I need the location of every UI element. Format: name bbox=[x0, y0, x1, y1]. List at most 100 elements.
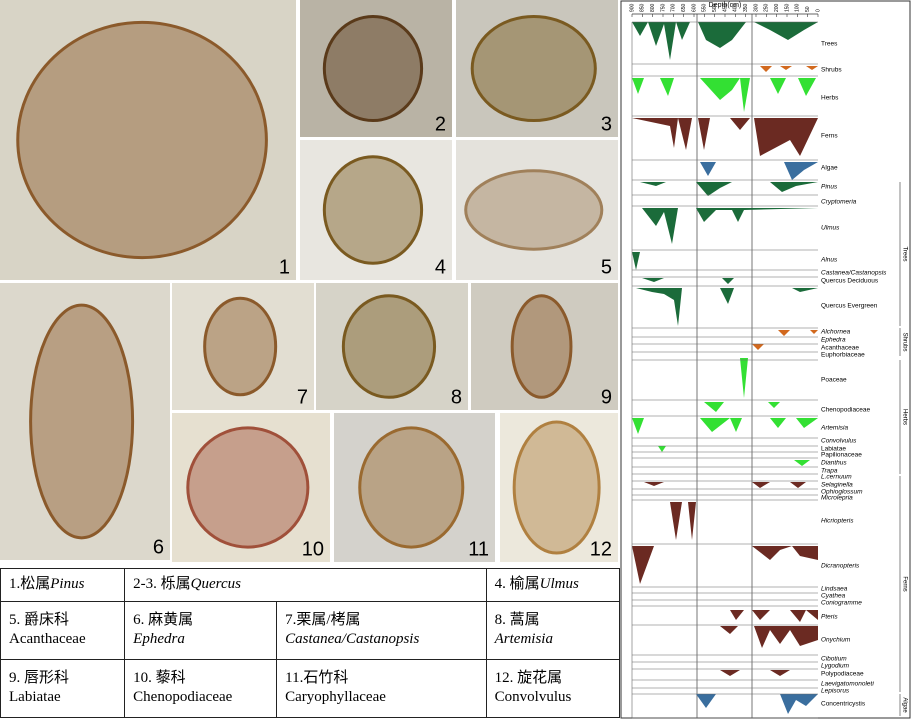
panel-number: 9 bbox=[601, 386, 612, 408]
panel-number: 7 bbox=[297, 386, 308, 408]
taxon-label: Microlepria bbox=[821, 495, 853, 502]
taxon-label: Ophioglossum bbox=[821, 489, 863, 496]
depth-tick-label: 600 bbox=[691, 3, 697, 12]
group-label: Algae bbox=[901, 697, 907, 713]
depth-tick-label: 500 bbox=[712, 3, 718, 12]
depth-tick-label: 850 bbox=[640, 3, 646, 12]
panel-number: 3 bbox=[601, 113, 612, 135]
taxon-label: Poaceae bbox=[821, 377, 847, 384]
cell-chinese: 7.栗属/栲属 bbox=[285, 612, 361, 629]
depth-tick-label: 300 bbox=[753, 3, 759, 12]
table-cell: 4. 榆属Ulmus bbox=[485, 568, 621, 602]
taxon-label: Cibotium bbox=[821, 656, 847, 663]
taxon-label: Lygodium bbox=[821, 663, 850, 670]
table-cell: 5. 爵床科 Acanthaceae bbox=[0, 600, 126, 660]
pollen-grain bbox=[510, 294, 573, 399]
taxon-label: Papilionaceae bbox=[821, 452, 862, 459]
cell-chinese: 4. 榆属 bbox=[494, 576, 540, 593]
taxon-label: Acanthaceae bbox=[821, 345, 859, 352]
micrographs: 12 34 567 8 910 11 12 bbox=[0, 0, 618, 562]
taxon-label: Lepisorus bbox=[821, 688, 850, 695]
cell-latin: Pinus bbox=[50, 576, 85, 593]
pollen-grain bbox=[29, 303, 135, 540]
pollen-diagram: Depth(cm)900 850 800 750 700 650 600 550 500 450 4… bbox=[620, 0, 911, 719]
depth-tick-label: 750 bbox=[660, 3, 666, 12]
taxon-label: Cryptomeria bbox=[821, 199, 857, 206]
taxon-label: Pteris bbox=[821, 614, 838, 621]
panel-number: 8 bbox=[451, 386, 462, 408]
taxon-label: Shrubs bbox=[821, 67, 842, 74]
depth-tick-label: 550 bbox=[702, 3, 708, 12]
depth-tick-label: 200 bbox=[774, 3, 780, 12]
depth-tick-label: 900 bbox=[629, 3, 635, 12]
taxon-label: Euphorbiaceae bbox=[821, 352, 865, 359]
panel-number: 11 bbox=[468, 538, 489, 560]
table-row: 9. 唇形科 Labiatae 10. 藜科 Chenopodiaceae 11.石竹科… bbox=[0, 658, 621, 719]
taxon-label: Onychium bbox=[821, 637, 851, 644]
taxon-label: Laevigatomonoleti bbox=[821, 681, 874, 688]
silhouettes bbox=[632, 22, 818, 714]
pollen-grain bbox=[322, 14, 424, 123]
axis-label: Depth(cm) bbox=[709, 2, 742, 9]
taxon-label: Ephedra bbox=[821, 337, 846, 344]
cell-latin: Quercus bbox=[190, 576, 241, 593]
table-cell: 1.松属Pinus bbox=[0, 568, 126, 602]
table-cell: 2-3. 栎属Quercus bbox=[124, 568, 487, 602]
pollen-grain bbox=[470, 14, 597, 123]
group-label: Shrubs bbox=[901, 332, 907, 351]
micrograph bbox=[172, 413, 330, 562]
panel-number: 1 bbox=[279, 256, 290, 278]
micrograph bbox=[0, 283, 170, 560]
panel-number: 12 bbox=[590, 538, 612, 560]
cell-chinese: 1.松属 bbox=[9, 576, 51, 593]
panel-number: 10 bbox=[302, 538, 324, 560]
taxon-label: Ferns bbox=[821, 133, 838, 140]
taxon-label: Pinus bbox=[821, 184, 838, 191]
micrograph bbox=[316, 283, 468, 410]
table-cell: 11.石竹科 Caryophyllaceae bbox=[276, 658, 487, 719]
table-cell: 8. 蒿属 Artemisia bbox=[485, 600, 621, 660]
micrograph bbox=[172, 283, 314, 410]
cell-chinese: 5. 爵床科 bbox=[9, 612, 70, 629]
depth-tick-label: 100 bbox=[795, 3, 801, 12]
group-label: Trees bbox=[901, 246, 907, 261]
taxon-label: Labiatae bbox=[821, 446, 846, 453]
pollen-grain bbox=[341, 294, 437, 399]
pollen-grain bbox=[358, 426, 465, 549]
group-label: Ferns bbox=[901, 576, 907, 591]
table-cell: 12. 旋花属 Convolvulus bbox=[485, 658, 621, 719]
caption-table: 1.松属Pinus 2-3. 栎属Quercus 4. 榆属Ulmus 5. 爵床科 A… bbox=[0, 568, 621, 719]
cell-latin: Acanthaceae bbox=[9, 631, 86, 648]
panel-number: 4 bbox=[435, 256, 446, 278]
taxon-label: Trees bbox=[821, 41, 838, 48]
cell-latin: Labiatae bbox=[9, 689, 61, 706]
taxon-label: Chenopodiaceae bbox=[821, 407, 871, 414]
panel-number: 5 bbox=[601, 256, 612, 278]
taxon-label: Alnus bbox=[820, 257, 838, 264]
depth-tick-label: 450 bbox=[722, 3, 728, 12]
cell-latin: Chenopodiaceae bbox=[133, 689, 233, 706]
table-cell: 6. 麻黄属 Ephedra bbox=[124, 600, 278, 660]
taxon-label: Ulmus bbox=[821, 225, 840, 232]
taxon-label: Quercus Deciduous bbox=[821, 278, 879, 285]
panel-number: 2 bbox=[435, 113, 446, 135]
cell-latin: Ephedra bbox=[133, 631, 185, 648]
cell-chinese: 11.石竹科 bbox=[285, 670, 349, 687]
micrograph bbox=[0, 0, 296, 280]
depth-tick-label: 50 bbox=[805, 6, 811, 12]
table-cell: 10. 藜科 Chenopodiaceae bbox=[124, 658, 278, 719]
taxon-label: Selaginella bbox=[821, 482, 853, 489]
cell-latin: Ulmus bbox=[539, 576, 579, 593]
pollen-grain bbox=[203, 296, 278, 397]
table-row: 5. 爵床科 Acanthaceae 6. 麻黄属 Ephedra 7.栗属/栲属 Cas… bbox=[0, 600, 621, 660]
taxon-label: L.cernuum bbox=[821, 474, 852, 481]
cell-latin: Artemisia bbox=[494, 631, 553, 648]
taxon-label: Algae bbox=[821, 165, 838, 172]
taxon-label: Polypodiaceae bbox=[821, 671, 864, 678]
taxon-label: Herbs bbox=[821, 95, 839, 102]
panel-number: 6 bbox=[153, 536, 164, 558]
cell-latin: Castanea/Castanopsis bbox=[285, 631, 420, 648]
taxon-label: Cyathea bbox=[821, 593, 846, 600]
cell-chinese: 8. 蒿属 bbox=[494, 612, 540, 629]
